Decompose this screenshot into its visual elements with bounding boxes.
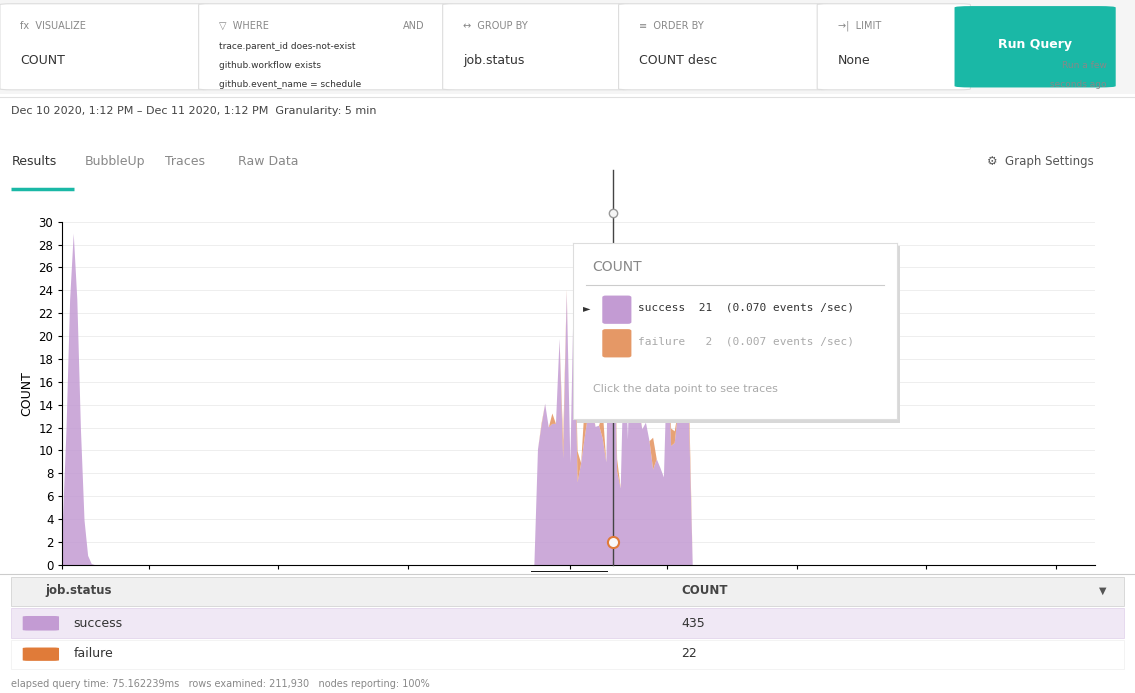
Text: ▼: ▼ xyxy=(1099,586,1107,595)
Text: github.event_name = schedule: github.event_name = schedule xyxy=(219,80,361,89)
Text: ►: ► xyxy=(583,303,590,313)
FancyBboxPatch shape xyxy=(443,3,630,90)
Text: failure: failure xyxy=(74,647,114,660)
Text: Traces: Traces xyxy=(165,155,204,168)
Y-axis label: COUNT: COUNT xyxy=(19,371,33,416)
Text: Run a few: Run a few xyxy=(1061,61,1107,70)
Text: Dec 10 2020, 1:12 PM – Dec 11 2020, 1:12 PM  Granularity: 5 min: Dec 10 2020, 1:12 PM – Dec 11 2020, 1:12… xyxy=(11,105,377,116)
Text: 435: 435 xyxy=(681,617,705,630)
Text: trace.parent_id does-not-exist: trace.parent_id does-not-exist xyxy=(219,42,355,51)
FancyBboxPatch shape xyxy=(603,329,631,358)
Text: COUNT: COUNT xyxy=(681,584,728,597)
FancyBboxPatch shape xyxy=(619,3,829,90)
FancyBboxPatch shape xyxy=(817,3,970,90)
Text: job.status: job.status xyxy=(45,584,112,597)
Text: BubbleUp: BubbleUp xyxy=(85,155,145,168)
FancyBboxPatch shape xyxy=(603,295,631,324)
Text: Run Query: Run Query xyxy=(998,38,1073,51)
Bar xyxy=(11,608,1124,638)
Bar xyxy=(11,577,1124,606)
Text: ≡  ORDER BY: ≡ ORDER BY xyxy=(639,21,704,30)
Text: Click the data point to see traces: Click the data point to see traces xyxy=(592,384,777,394)
FancyBboxPatch shape xyxy=(23,616,59,631)
FancyBboxPatch shape xyxy=(0,3,210,90)
Text: job.status: job.status xyxy=(463,54,524,67)
Text: →|  LIMIT: →| LIMIT xyxy=(838,21,881,31)
Text: COUNT desc: COUNT desc xyxy=(639,54,717,67)
FancyBboxPatch shape xyxy=(23,647,59,661)
Text: Raw Data: Raw Data xyxy=(238,155,299,168)
Text: fx  VISUALIZE: fx VISUALIZE xyxy=(20,21,86,30)
Text: COUNT: COUNT xyxy=(592,260,642,274)
Text: AND: AND xyxy=(403,21,424,30)
Text: COUNT: COUNT xyxy=(20,54,66,67)
Bar xyxy=(11,640,1124,669)
Text: success  21  (0.070 events /sec): success 21 (0.070 events /sec) xyxy=(638,303,854,313)
Text: failure   2  (0.007 events /sec): failure 2 (0.007 events /sec) xyxy=(638,337,854,346)
Text: ↔  GROUP BY: ↔ GROUP BY xyxy=(463,21,528,30)
Text: ⚙  Graph Settings: ⚙ Graph Settings xyxy=(987,155,1094,168)
Text: seconds ago: seconds ago xyxy=(1050,80,1107,89)
Text: ▽  WHERE: ▽ WHERE xyxy=(219,21,269,30)
Text: 22: 22 xyxy=(681,647,697,660)
Text: elapsed query time: 75.162239ms   rows examined: 211,930   nodes reporting: 100%: elapsed query time: 75.162239ms rows exa… xyxy=(11,679,430,690)
Text: github.workflow exists: github.workflow exists xyxy=(219,61,321,70)
Text: Results: Results xyxy=(11,155,57,168)
Text: None: None xyxy=(838,54,871,67)
FancyBboxPatch shape xyxy=(199,3,454,90)
Text: success: success xyxy=(74,617,123,630)
FancyBboxPatch shape xyxy=(955,6,1116,87)
